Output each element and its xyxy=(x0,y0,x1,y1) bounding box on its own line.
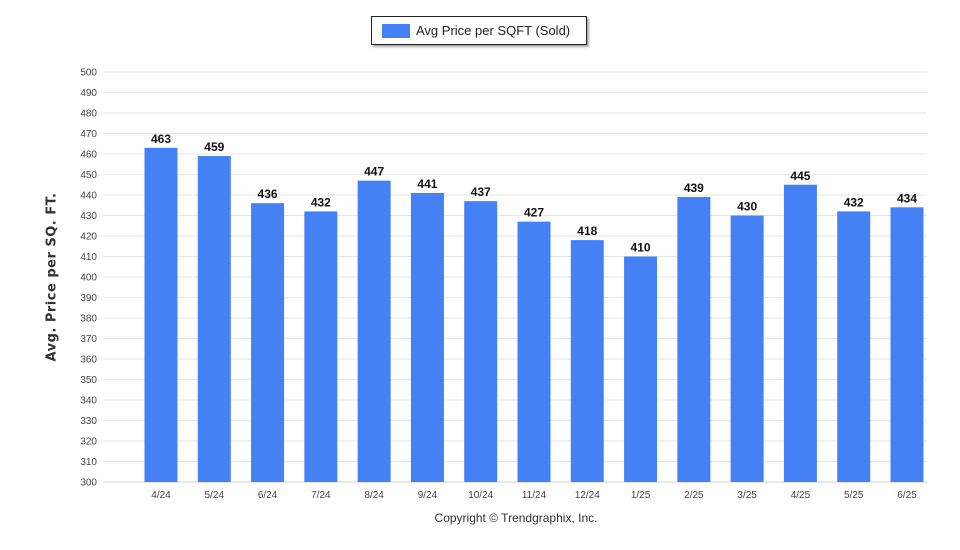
bar xyxy=(144,147,178,482)
data-labels: 463 459 436 432 447 441 437 427 418 410 439 430 445 4… xyxy=(151,132,917,255)
x-tick-label: 4/25 xyxy=(791,490,811,501)
y-tick-label: 420 xyxy=(80,232,97,243)
bar xyxy=(464,201,498,482)
x-tick-label: 6/24 xyxy=(258,490,278,501)
y-tick-label: 480 xyxy=(80,109,97,120)
copyright-label: Copyright © Trendgraphix, Inc. xyxy=(434,511,598,525)
data-label: 447 xyxy=(364,165,384,179)
x-tick-label: 2/25 xyxy=(684,490,704,501)
legend-label: Avg Price per SQFT (Sold) xyxy=(416,23,571,38)
x-tick-label: 5/25 xyxy=(844,490,864,501)
y-tick-label: 460 xyxy=(80,150,97,161)
y-tick-label: 300 xyxy=(80,478,97,489)
bar xyxy=(624,256,658,482)
data-label: 436 xyxy=(258,187,278,201)
x-tick-label: 4/24 xyxy=(151,490,171,501)
data-label: 434 xyxy=(897,191,917,205)
bar xyxy=(304,211,338,482)
data-label: 410 xyxy=(631,241,651,255)
x-tick-label: 3/25 xyxy=(737,490,757,501)
y-tick-label: 360 xyxy=(80,355,97,366)
bar xyxy=(677,197,711,483)
bar xyxy=(837,211,871,482)
bar xyxy=(783,184,817,482)
y-axis-ticks: 300 310 320 330 340 350 360 370 380 390 400 410 420 4… xyxy=(80,68,97,489)
legend-swatch xyxy=(382,23,410,38)
bar xyxy=(890,207,924,483)
y-axis-label: Avg. Price per SQ. FT. xyxy=(44,192,60,362)
x-tick-label: 7/24 xyxy=(311,490,331,501)
data-label: 441 xyxy=(417,177,437,191)
y-tick-label: 470 xyxy=(80,129,97,140)
data-label: 430 xyxy=(737,200,757,214)
y-tick-label: 430 xyxy=(80,211,97,222)
bar xyxy=(410,192,444,482)
y-tick-label: 440 xyxy=(80,191,97,202)
bars xyxy=(144,147,924,483)
bar xyxy=(730,215,764,482)
y-tick-label: 320 xyxy=(80,437,97,448)
y-tick-label: 350 xyxy=(80,375,97,386)
x-axis-ticks: 4/24 5/24 6/24 7/24 8/24 9/24 10/24 11/24 12/24 1… xyxy=(151,490,917,501)
data-label: 418 xyxy=(577,224,597,238)
bar xyxy=(197,156,231,483)
data-label: 432 xyxy=(844,195,864,209)
y-tick-label: 490 xyxy=(80,88,97,99)
y-tick-label: 330 xyxy=(80,416,97,427)
data-label: 459 xyxy=(204,140,224,154)
y-tick-label: 380 xyxy=(80,314,97,325)
x-tick-label: 6/25 xyxy=(897,490,917,501)
y-tick-label: 310 xyxy=(80,457,97,468)
y-tick-label: 370 xyxy=(80,334,97,345)
bar xyxy=(517,221,551,482)
data-label: 445 xyxy=(790,169,810,183)
x-tick-label: 9/24 xyxy=(418,490,438,501)
legend: Avg Price per SQFT (Sold) xyxy=(371,16,587,45)
y-tick-label: 500 xyxy=(80,68,97,79)
bar xyxy=(251,203,285,482)
data-label: 463 xyxy=(151,132,171,146)
x-tick-label: 8/24 xyxy=(364,490,384,501)
data-label: 427 xyxy=(524,206,544,220)
y-tick-label: 450 xyxy=(80,170,97,181)
bar xyxy=(570,240,604,482)
data-label: 432 xyxy=(311,195,331,209)
x-tick-label: 12/24 xyxy=(575,490,600,501)
copyright-text: Copyright © Trendgraphix, Inc. xyxy=(36,511,960,525)
bar xyxy=(357,180,391,482)
y-tick-label: 410 xyxy=(80,252,97,263)
data-label: 439 xyxy=(684,181,704,195)
y-tick-label: 400 xyxy=(80,273,97,284)
x-tick-label: 1/25 xyxy=(631,490,651,501)
y-tick-label: 340 xyxy=(80,396,97,407)
data-label: 437 xyxy=(471,185,491,199)
x-tick-label: 11/24 xyxy=(522,490,547,501)
x-tick-label: 5/24 xyxy=(205,490,225,501)
x-tick-label: 10/24 xyxy=(468,490,493,501)
y-tick-label: 390 xyxy=(80,293,97,304)
